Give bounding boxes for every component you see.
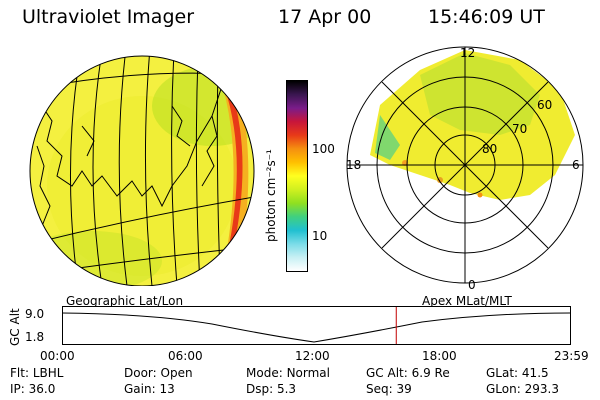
info-dsp: Dsp: 5.3 — [246, 382, 296, 396]
info-gain-value: 13 — [159, 382, 175, 396]
colorbar-unit-label: photon cm⁻²s⁻¹ — [264, 149, 278, 242]
info-dsp-value: 5.3 — [276, 382, 297, 396]
polar-label-6: 6 — [572, 158, 580, 172]
info-filter-label: Flt: — [10, 366, 29, 380]
left-panel-label: Geographic Lat/Lon — [66, 294, 184, 308]
info-mode-value: Normal — [286, 366, 330, 380]
info-ip-label: IP: — [10, 382, 25, 396]
info-gc-alt-value: 6.9 Re — [411, 366, 450, 380]
polar-label-lat-70: 70 — [512, 122, 527, 136]
info-dsp-label: Dsp: — [246, 382, 274, 396]
info-mode-label: Mode: — [246, 366, 283, 380]
info-glon-value: 293.3 — [524, 382, 559, 396]
colorbar-tick-10: 10 — [312, 229, 328, 243]
date-label: 17 Apr 00 — [278, 6, 372, 28]
info-gain: Gain: 13 — [124, 382, 175, 396]
info-gc-alt-label: GC Alt: — [366, 366, 408, 380]
info-door-label: Door: — [124, 366, 157, 380]
info-seq-value: 39 — [396, 382, 412, 396]
timeline-tick-2359: 23:59 — [554, 349, 589, 363]
info-gain-label: Gain: — [124, 382, 156, 396]
timeline-tick-1800: 18:00 — [422, 349, 457, 363]
colorbar — [286, 80, 308, 272]
magnetic-polar-plot: 12 18 6 0 60 70 80 — [346, 46, 584, 292]
info-glon-label: GLon: — [486, 382, 521, 396]
info-ip-value: 36.0 — [28, 382, 56, 396]
info-glon: GLon: 293.3 — [486, 382, 559, 396]
polar-label-0: 0 — [468, 278, 476, 292]
timeline-ylabel-wrap: GC Alt — [8, 308, 22, 346]
time-label: 15:46:09 UT — [428, 6, 545, 28]
info-seq: Seq: 39 — [366, 382, 412, 396]
timeline-y-top: 9.0 — [25, 307, 45, 321]
info-filter-value: LBHL — [32, 366, 64, 380]
timeline-tick-0600: 06:00 — [168, 349, 203, 363]
info-door-value: Open — [160, 366, 193, 380]
info-glat-value: 41.5 — [521, 366, 549, 380]
info-gc-alt: GC Alt: 6.9 Re — [366, 366, 450, 380]
timeline-y-bottom: 1.8 — [25, 330, 45, 344]
altitude-timeline — [62, 306, 571, 345]
polar-label-18: 18 — [346, 158, 361, 172]
colorbar-tick-100: 100 — [312, 142, 335, 156]
geographic-globe-image — [29, 55, 255, 286]
info-ip: IP: 36.0 — [10, 382, 55, 396]
polar-label-lat-60: 60 — [537, 98, 552, 112]
app-title: Ultraviolet Imager — [22, 6, 195, 28]
info-mode: Mode: Normal — [246, 366, 330, 380]
polar-label-lat-80: 80 — [482, 142, 497, 156]
info-seq-label: Seq: — [366, 382, 393, 396]
info-glat: GLat: 41.5 — [486, 366, 549, 380]
right-panel-label: Apex MLat/MLT — [422, 294, 512, 308]
info-door: Door: Open — [124, 366, 193, 380]
timeline-tick-1200: 12:00 — [295, 349, 330, 363]
info-filter: Flt: LBHL — [10, 366, 63, 380]
info-glat-label: GLat: — [486, 366, 519, 380]
timeline-tick-0000: 00:00 — [40, 349, 75, 363]
polar-label-12: 12 — [460, 46, 475, 60]
timeline-ylabel: GC Alt — [8, 308, 22, 346]
